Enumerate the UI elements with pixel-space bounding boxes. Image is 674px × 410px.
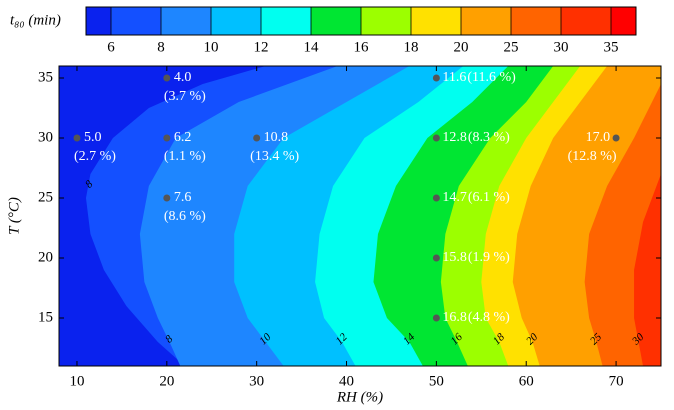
x-tick-label: 30	[249, 373, 264, 389]
colorbar-box	[261, 7, 311, 35]
point-sublabel: (11.6 %)	[467, 70, 516, 85]
colorbar-tick-label: 16	[354, 39, 370, 55]
data-point	[432, 314, 440, 322]
point-label: 16.8	[442, 310, 467, 325]
colorbar-tick-label: 10	[204, 39, 219, 55]
x-tick-label: 60	[519, 373, 534, 389]
point-label: 15.8	[442, 250, 467, 265]
data-point	[73, 134, 81, 142]
point-label: 7.6	[174, 190, 192, 205]
point-label: 14.7	[442, 190, 467, 205]
data-point	[432, 254, 440, 262]
colorbar-tick-label: 25	[504, 39, 519, 55]
x-tick-label: 10	[69, 373, 84, 389]
colorbar-box	[86, 7, 111, 35]
data-point	[612, 134, 620, 142]
point-sublabel: (1.1 %)	[164, 149, 206, 164]
data-point	[432, 74, 440, 82]
point-sublabel: (1.9 %)	[468, 250, 510, 265]
x-tick-label: 70	[609, 373, 624, 389]
colorbar-box	[211, 7, 261, 35]
colorbar-box	[561, 7, 611, 35]
contour-band	[634, 66, 661, 366]
colorbar-tick-label: 12	[254, 39, 269, 55]
colorbar-box	[611, 7, 636, 35]
colorbar-tick-label: 35	[604, 39, 619, 55]
x-tick-label: 50	[429, 373, 444, 389]
point-label: 11.6	[442, 70, 466, 85]
point-sublabel: (13.4 %)	[250, 149, 299, 164]
point-sublabel: (6.1 %)	[468, 190, 510, 205]
point-sublabel: (8.6 %)	[164, 209, 206, 224]
colorbar-box	[311, 7, 361, 35]
y-tick-label: 35	[38, 69, 53, 85]
x-axis-label: RH (%)	[336, 389, 383, 405]
point-label: 5.0	[84, 130, 102, 145]
point-sublabel: (2.7 %)	[74, 149, 116, 164]
colorbar-box	[111, 7, 161, 35]
point-label: 12.8	[442, 130, 467, 145]
colorbar-tick-label: 14	[304, 39, 320, 55]
point-label: 10.8	[264, 130, 289, 145]
y-tick-label: 30	[38, 129, 53, 145]
colorbar-tick-label: 18	[404, 39, 419, 55]
data-point	[163, 134, 171, 142]
colorbar-title: t₈₀ (min)	[10, 12, 61, 28]
point-sublabel: (8.3 %)	[468, 130, 510, 145]
plot-frame	[58, 65, 662, 367]
colorbar-box	[511, 7, 561, 35]
point-label: 4.0	[174, 70, 192, 85]
colorbar-box	[461, 7, 511, 35]
data-point	[163, 74, 171, 82]
x-tick-label: 40	[339, 373, 354, 389]
colorbar-tick-label: 8	[157, 39, 165, 55]
point-sublabel: (3.7 %)	[164, 89, 206, 104]
data-point	[253, 134, 261, 142]
colorbar-box	[161, 7, 211, 35]
y-tick-label: 25	[38, 189, 53, 205]
y-axis-label: T (°C)	[6, 197, 22, 235]
plot-area	[59, 66, 661, 366]
point-sublabel: (12.8 %)	[568, 149, 617, 164]
y-tick-label: 15	[38, 309, 53, 325]
point-label: 17.0	[586, 130, 611, 145]
data-point	[432, 194, 440, 202]
colorbar-box	[411, 7, 461, 35]
data-point	[432, 134, 440, 142]
colorbar-tick-label: 20	[454, 39, 469, 55]
x-tick-label: 20	[159, 373, 174, 389]
y-tick-label: 20	[38, 249, 53, 265]
data-point	[163, 194, 171, 202]
colorbar-box	[361, 7, 411, 35]
colorbar-tick-label: 6	[107, 39, 115, 55]
colorbar-tick-label: 30	[554, 39, 569, 55]
point-label: 6.2	[174, 130, 192, 145]
point-sublabel: (4.8 %)	[468, 310, 510, 325]
